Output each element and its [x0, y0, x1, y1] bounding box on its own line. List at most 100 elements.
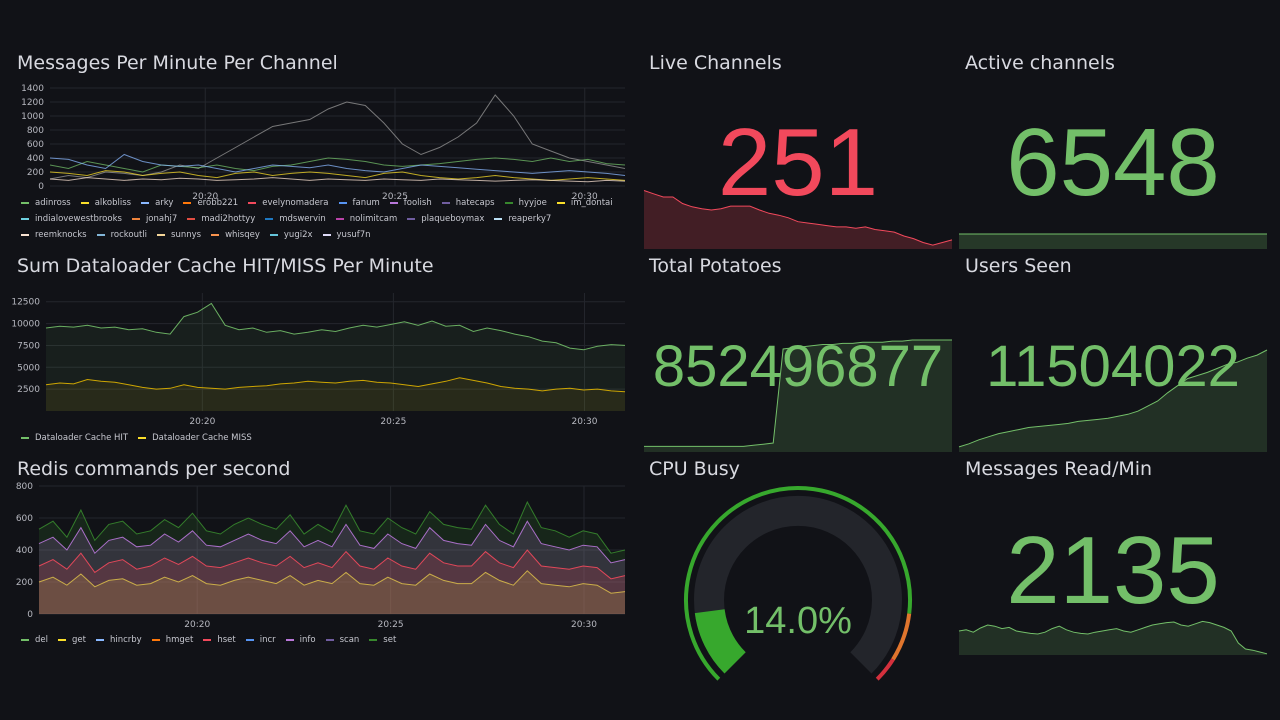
legend-swatch — [407, 217, 416, 220]
legend-label: plaqueboymax — [421, 214, 485, 224]
legend-item-alkobliss[interactable]: alkobliss — [80, 195, 131, 211]
legend-swatch — [58, 638, 66, 641]
series-line-arky[interactable] — [49, 153, 626, 176]
legend-label: madi2hottyy — [201, 214, 256, 224]
messages-legend: adinross alkobliss arky erobb221 evelynomade… — [21, 195, 633, 243]
sparkline-line — [644, 339, 952, 447]
users-seen-value: 11504022 — [986, 334, 1240, 399]
legend-item-adinross[interactable]: adinross — [21, 195, 71, 211]
legend-label: evelynomadera — [262, 198, 329, 208]
legend-item-hyyjoe[interactable]: hyyjoe — [504, 195, 547, 211]
messages-chart[interactable]: 0 200 400 600 800 1000 1200 1400 20:20 20:25 20:30 — [17, 84, 629, 206]
users-seen-sparkline — [958, 349, 1268, 452]
legend-item-erobb221[interactable]: erobb221 — [183, 195, 238, 211]
legend-swatch — [338, 201, 347, 204]
legend-item-nolimitcam[interactable]: nolimitcam — [335, 211, 397, 227]
dataloader-cache-panel[interactable]: Sum Dataloader Cache HIT/MISS Per Minute… — [11, 255, 632, 450]
legend-item-jonahj7[interactable]: jonahj7 — [131, 211, 177, 227]
total-potatoes-panel[interactable]: Total Potatoes 852496877 — [644, 255, 952, 452]
series-line-adinross[interactable] — [49, 157, 626, 173]
legend-item-hincrby[interactable]: hincrby — [95, 632, 142, 648]
legend-item-get[interactable]: get — [58, 632, 86, 648]
legend-label: hatecaps — [455, 198, 495, 208]
series-line-Dataloader Cache HIT[interactable] — [45, 302, 626, 351]
y-tick-label: 400 — [16, 546, 33, 556]
sparkline-area — [644, 340, 952, 452]
legend-item-Dataloader Cache HIT[interactable]: Dataloader Cache HIT — [21, 430, 128, 446]
series-area-Dataloader Cache MISS — [46, 377, 625, 411]
series-line-low[interactable] — [49, 177, 626, 183]
y-tick-label: 200 — [27, 168, 44, 178]
legend-item-incr[interactable]: incr — [245, 632, 276, 648]
gauge-threshold-green — [684, 486, 912, 681]
legend-item-reaperky7[interactable]: reaperky7 — [494, 211, 551, 227]
legend-label: arky — [155, 198, 174, 208]
y-tick-label: 800 — [27, 126, 44, 136]
legend-item-fanum[interactable]: fanum — [338, 195, 380, 211]
sparkline-line — [643, 190, 953, 246]
legend-item-del[interactable]: del — [21, 632, 48, 648]
users-seen-panel[interactable]: Users Seen 11504022 — [958, 255, 1268, 452]
live-channels-value: 251 — [717, 109, 879, 216]
legend-item-info[interactable]: info — [285, 632, 316, 648]
legend-item-yugi2x[interactable]: yugi2x — [269, 227, 313, 243]
legend-item-Dataloader Cache MISS[interactable]: Dataloader Cache MISS — [138, 430, 252, 446]
legend-label: hyyjoe — [518, 198, 547, 208]
redis-legend: del get hincrby hmget hset incr info scan set — [21, 632, 633, 648]
cache-chart[interactable]: 2500 5000 7500 10000 12500 20:20 20:25 20:30 — [11, 291, 629, 431]
legend-label: reaperky7 — [508, 214, 552, 224]
legend-item-hset[interactable]: hset — [203, 632, 236, 648]
legend-swatch — [21, 638, 29, 641]
active-channels-panel[interactable]: Active channels 6548 — [959, 52, 1267, 249]
x-tick-label: 20:30 — [572, 417, 598, 427]
legend-label: sunnys — [171, 230, 202, 240]
legend-item-scan[interactable]: scan — [325, 632, 359, 648]
redis-commands-panel[interactable]: Redis commands per second 0 200 400 600 800 2… — [16, 458, 633, 653]
sparkline-area — [644, 190, 952, 249]
legend-item-set[interactable]: set — [369, 632, 396, 648]
legend-item-im_dontai[interactable]: im_dontai — [556, 195, 613, 211]
legend-swatch — [556, 201, 565, 204]
y-tick-label: 1200 — [21, 98, 44, 108]
legend-item-arky[interactable]: arky — [141, 195, 173, 211]
messages-per-minute-panel[interactable]: Messages Per Minute Per Channel 0 200 400 6… — [17, 52, 632, 247]
legend-item-reemknocks[interactable]: reemknocks — [21, 227, 87, 243]
legend-item-hatecaps[interactable]: hatecaps — [441, 195, 495, 211]
legend-swatch — [21, 436, 29, 439]
legend-item-hmget[interactable]: hmget — [151, 632, 194, 648]
redis-chart[interactable]: 0 200 400 600 800 20:20 20:25 20:30 — [16, 482, 629, 632]
legend-item-plaqueboymax[interactable]: plaqueboymax — [407, 211, 484, 227]
legend-item-mdswervin[interactable]: mdswervin — [265, 211, 326, 227]
total-potatoes-value: 852496877 — [652, 334, 944, 399]
legend-item-madi2hottyy[interactable]: madi2hottyy — [187, 211, 255, 227]
series-line-misc[interactable] — [49, 170, 626, 181]
legend-item-whisqey[interactable]: whisqey — [211, 227, 260, 243]
legend-item-foolish[interactable]: foolish — [389, 195, 432, 211]
legend-item-evelynomadera[interactable]: evelynomadera — [248, 195, 329, 211]
legend-item-indialovewestbrooks[interactable]: indialovewestbrooks — [21, 211, 122, 227]
messages-read-panel[interactable]: Messages Read/Min 2135 — [958, 458, 1268, 655]
x-tick-label: 20:30 — [571, 620, 597, 630]
messages-read-value: 2135 — [1006, 517, 1220, 624]
series-line-get[interactable] — [38, 570, 626, 594]
legend-item-yusuf7n[interactable]: yusuf7n — [322, 227, 371, 243]
legend-item-rockoutli[interactable]: rockoutli — [96, 227, 147, 243]
legend-label: hincrby — [109, 635, 142, 645]
y-tick-label: 800 — [16, 482, 33, 492]
live-channels-panel[interactable]: Live Channels 251 — [643, 52, 953, 249]
legend-swatch — [151, 638, 160, 641]
legend-label: del — [35, 635, 48, 645]
legend-label: hmget — [165, 635, 194, 645]
series-line-Dataloader Cache MISS[interactable] — [45, 377, 626, 393]
cpu-busy-title: CPU Busy — [649, 458, 740, 480]
legend-label: reemknocks — [35, 230, 87, 240]
y-tick-label: 7500 — [17, 341, 40, 351]
y-tick-label: 5000 — [17, 363, 40, 373]
series-line-info[interactable] — [38, 549, 626, 580]
series-line-set[interactable] — [38, 520, 626, 564]
legend-swatch — [187, 217, 196, 220]
series-line-total[interactable] — [38, 500, 626, 554]
cpu-busy-panel[interactable]: CPU Busy 14.0% — [644, 458, 952, 681]
legend-item-sunnys[interactable]: sunnys — [157, 227, 201, 243]
